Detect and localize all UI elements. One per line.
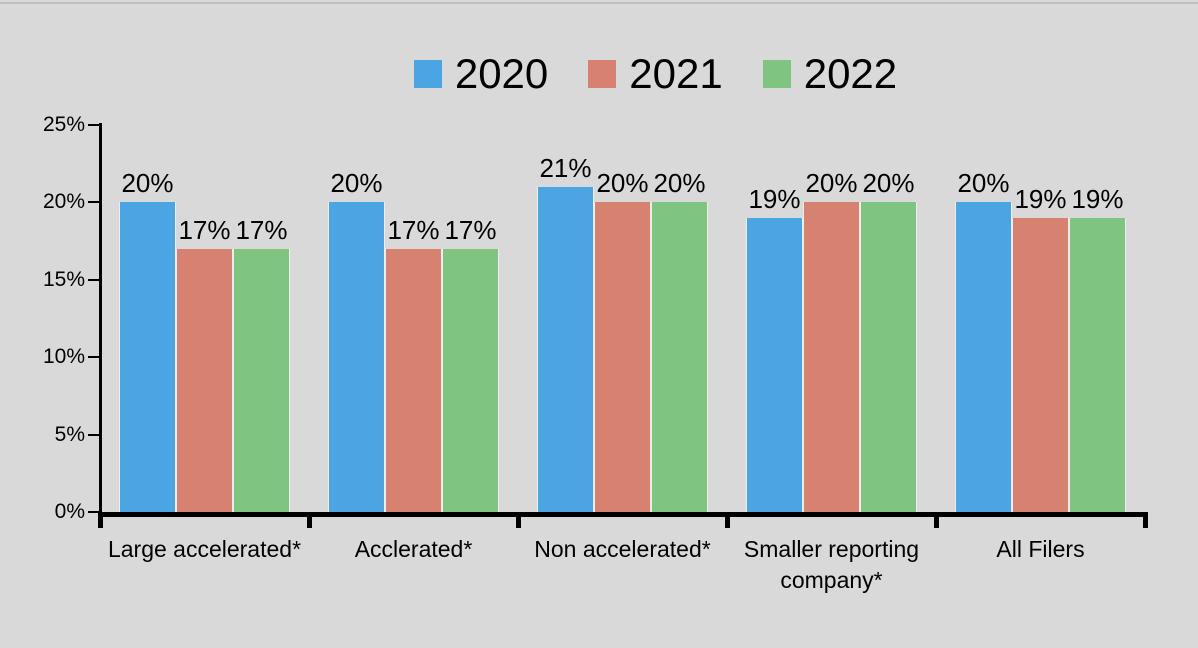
bar-value-label: 20%	[596, 168, 649, 198]
bar-2020: 20%	[955, 168, 1012, 512]
x-axis-line	[98, 512, 1147, 517]
top-border-line	[0, 2, 1198, 4]
bar-2022: 17%	[442, 215, 499, 512]
chart-legend: 2020 2021 2022	[133, 50, 1178, 98]
bar-2020: 20%	[328, 168, 385, 512]
bar-value-label: 19%	[1014, 184, 1067, 214]
y-axis-line	[99, 123, 102, 517]
x-axis-tick	[98, 512, 103, 528]
bar-2021: 17%	[385, 215, 442, 512]
legend-label: 2020	[454, 50, 549, 97]
category-label: Smaller reporting company*	[743, 536, 920, 593]
bar-group: 19% 20% 20%	[727, 125, 936, 512]
category-label: Large accelerated*	[107, 536, 302, 562]
bar-value-label: 20%	[805, 168, 858, 198]
legend-swatch-icon	[413, 60, 442, 89]
legend-swatch-icon	[762, 60, 791, 89]
plot-area: 20% 17% 17% 20% 17% 17% 21% 20% 20% 19% 20% 20% 20% 1…	[100, 125, 1145, 512]
y-axis-tick	[88, 201, 99, 204]
y-axis-tick	[88, 278, 99, 281]
y-axis-tick-label: 20%	[42, 190, 85, 214]
bar-value-label: 19%	[748, 184, 801, 214]
category-label: Non accelerated*	[534, 536, 711, 562]
bar-value-label: 17%	[178, 215, 231, 245]
bar-value-label: 17%	[235, 215, 288, 245]
legend-item-2021: 2021	[588, 50, 723, 98]
category-label: Acclerated*	[354, 536, 473, 562]
bar-value-label: 19%	[1071, 184, 1124, 214]
bar-group: 20% 17% 17%	[100, 125, 309, 512]
legend-label: 2022	[803, 50, 898, 97]
bar-value-label: 20%	[330, 168, 383, 198]
x-axis-tick	[934, 512, 939, 528]
bar-value-label: 21%	[539, 153, 592, 183]
bar-2022: 20%	[860, 168, 917, 512]
x-axis-tick	[516, 512, 521, 528]
bar-2021: 20%	[594, 168, 651, 512]
y-axis-tick-label: 15%	[42, 267, 85, 291]
bar-2022: 19%	[1069, 184, 1126, 512]
category-axis-labels: Large accelerated* Acclerated* Non acceler…	[100, 534, 1145, 596]
y-axis-tick	[88, 433, 99, 436]
bar-2021: 17%	[176, 215, 233, 512]
category-label: All Filers	[996, 536, 1085, 562]
bar-2020: 20%	[119, 168, 176, 512]
bar-value-label: 17%	[387, 215, 440, 245]
x-axis-tick	[307, 512, 312, 528]
bar-2022: 17%	[233, 215, 290, 512]
legend-label: 2021	[629, 50, 723, 97]
legend-swatch-icon	[588, 60, 617, 89]
legend-item-2022: 2022	[762, 50, 898, 98]
bar-2020: 21%	[537, 153, 594, 512]
y-axis-tick	[88, 124, 99, 126]
y-axis-tick	[88, 511, 99, 513]
y-axis-tick-label: 0%	[54, 500, 85, 523]
x-axis-tick	[1143, 512, 1148, 528]
bar-group: 20% 19% 19%	[936, 125, 1145, 512]
bar-2020: 19%	[746, 184, 803, 512]
bar-value-label: 20%	[957, 168, 1010, 198]
bar-group: 21% 20% 20%	[518, 125, 727, 512]
bar-value-label: 17%	[444, 215, 497, 245]
y-axis-tick-label: 5%	[54, 422, 85, 446]
x-axis-tick	[725, 512, 730, 528]
bar-group: 20% 17% 17%	[309, 125, 518, 512]
bar-value-label: 20%	[121, 168, 174, 198]
bar-2022: 20%	[651, 168, 708, 512]
bar-2021: 20%	[803, 168, 860, 512]
bar-value-label: 20%	[862, 168, 915, 198]
y-axis-tick	[88, 356, 99, 359]
y-axis-tick-label: 25%	[42, 113, 85, 136]
bar-2021: 19%	[1012, 184, 1069, 512]
y-axis-tick-label: 10%	[42, 345, 85, 369]
legend-item-2020: 2020	[413, 50, 549, 98]
bar-value-label: 20%	[653, 168, 706, 198]
